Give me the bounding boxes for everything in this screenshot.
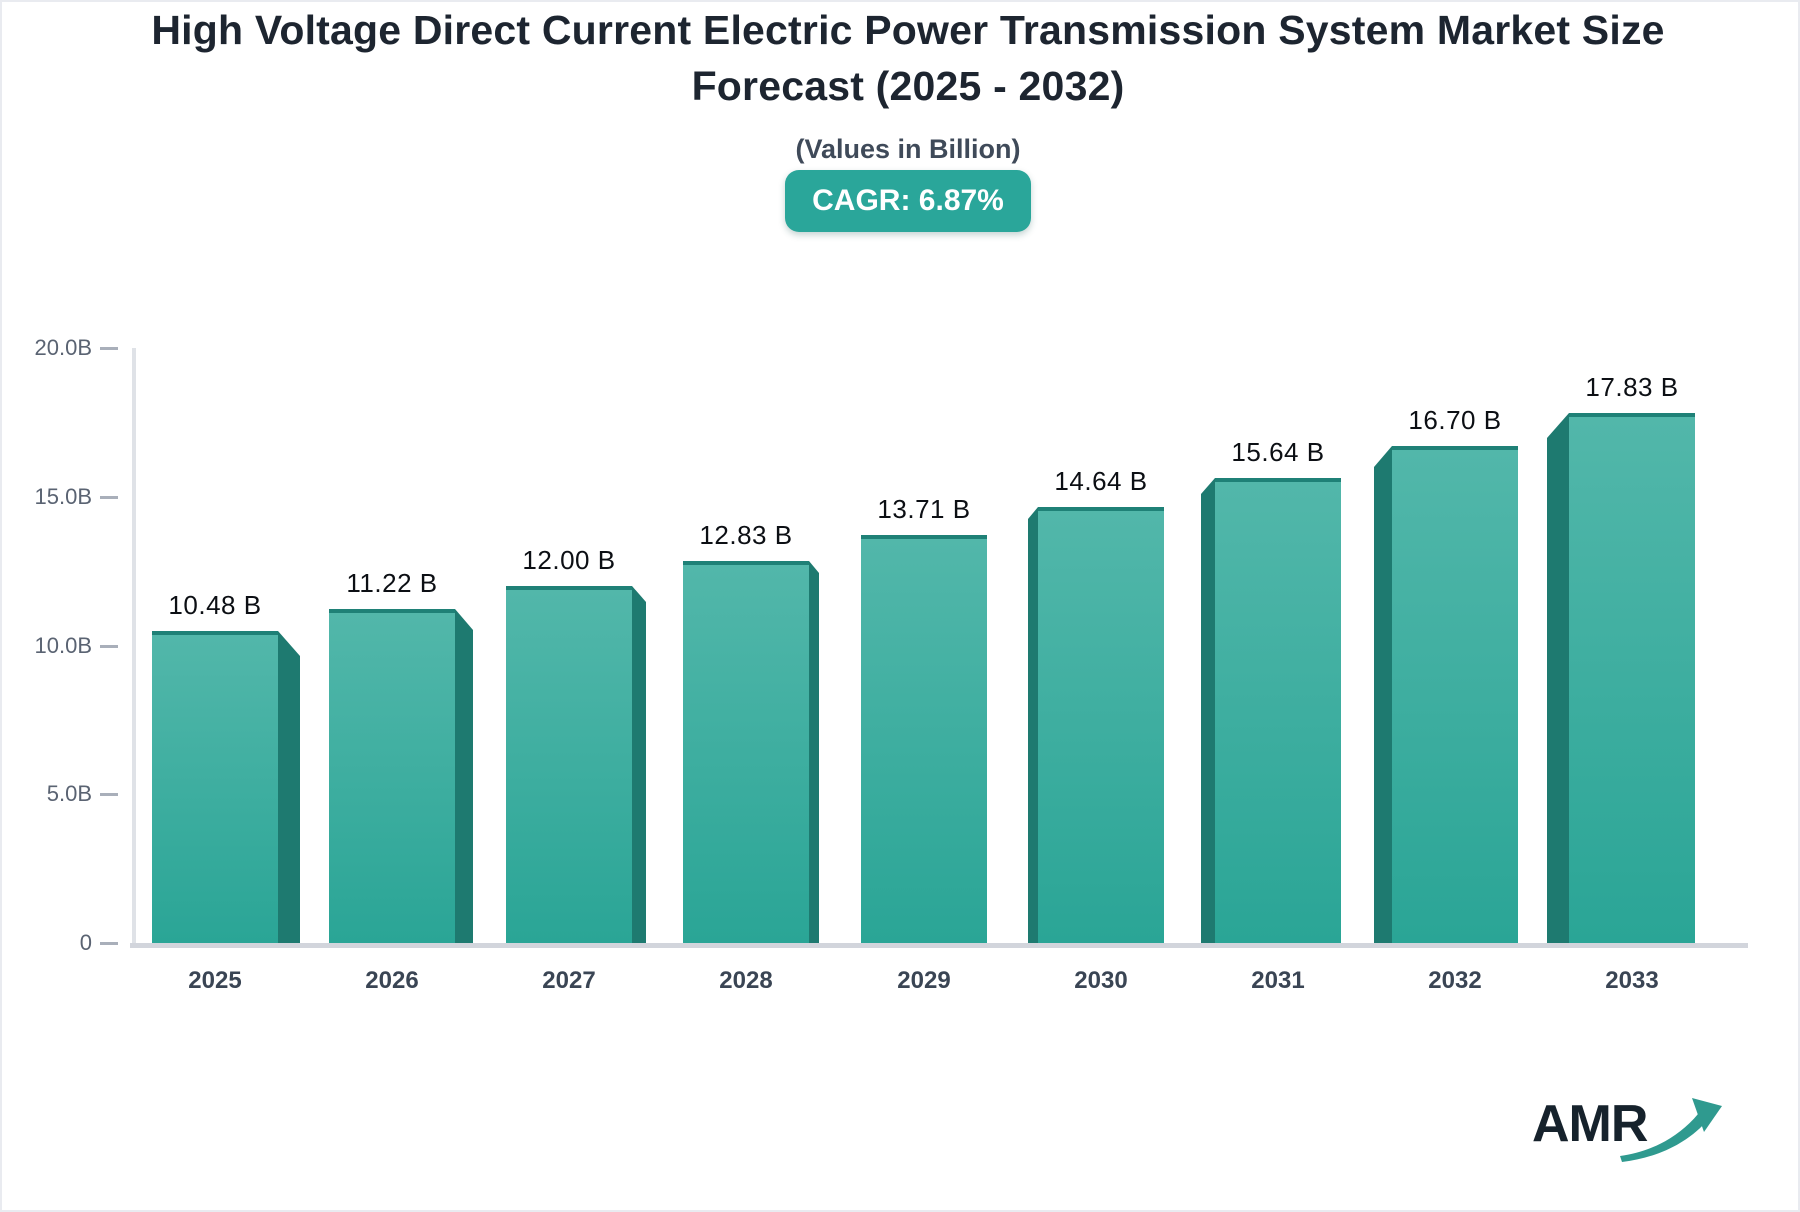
y-tick-label: 0 xyxy=(2,929,92,957)
x-axis-label: 2028 xyxy=(666,966,826,996)
bar-2028[interactable] xyxy=(683,561,809,943)
y-tick-label: 15.0B xyxy=(2,483,92,511)
y-tick-dash xyxy=(100,942,118,945)
bar-value-label: 17.83 B xyxy=(1522,371,1742,403)
y-tick-dash xyxy=(100,496,118,499)
y-tick-label: 20.0B xyxy=(2,334,92,362)
bar-side-2033 xyxy=(1547,413,1569,943)
bar-2026[interactable] xyxy=(329,609,455,943)
bar-side-2025 xyxy=(278,631,300,943)
amr-logo: AMR xyxy=(1532,1090,1732,1180)
bar-side-2032 xyxy=(1374,446,1392,943)
x-axis-label: 2029 xyxy=(844,966,1004,996)
bar-value-label: 14.64 B xyxy=(991,465,1211,497)
bar-side-2028 xyxy=(809,561,819,943)
bar-2032[interactable] xyxy=(1392,446,1518,943)
x-axis-label: 2032 xyxy=(1375,966,1535,996)
y-tick-dash xyxy=(100,347,118,350)
x-axis-label: 2030 xyxy=(1021,966,1181,996)
y-tick-label: 5.0B xyxy=(2,780,92,808)
x-axis-label: 2026 xyxy=(312,966,472,996)
bar-chart-plot: 20.0B15.0B10.0B5.0B010.48 B202511.22 B20… xyxy=(2,2,1798,1210)
x-axis-label: 2031 xyxy=(1198,966,1358,996)
bar-value-label: 13.71 B xyxy=(814,493,1034,525)
x-axis-label: 2025 xyxy=(135,966,295,996)
bar-value-label: 15.64 B xyxy=(1168,436,1388,468)
bar-2033[interactable] xyxy=(1569,413,1695,943)
bar-side-2030 xyxy=(1028,507,1038,943)
y-axis-line xyxy=(132,348,136,947)
bar-2025[interactable] xyxy=(152,631,278,943)
bar-2029[interactable] xyxy=(861,535,987,943)
x-axis-line xyxy=(130,943,1748,948)
bar-2027[interactable] xyxy=(506,586,632,943)
bar-value-label: 16.70 B xyxy=(1345,404,1565,436)
bar-2031[interactable] xyxy=(1215,478,1341,943)
y-tick-dash xyxy=(100,793,118,796)
x-axis-label: 2033 xyxy=(1552,966,1712,996)
y-tick-dash xyxy=(100,645,118,648)
y-tick-label: 10.0B xyxy=(2,632,92,660)
bar-2030[interactable] xyxy=(1038,507,1164,943)
bar-side-2026 xyxy=(455,609,473,943)
growth-arrow-icon xyxy=(1616,1090,1726,1170)
bar-side-2027 xyxy=(632,586,646,943)
bar-side-2031 xyxy=(1201,478,1215,943)
x-axis-label: 2027 xyxy=(489,966,649,996)
chart-canvas: High Voltage Direct Current Electric Pow… xyxy=(0,0,1800,1212)
